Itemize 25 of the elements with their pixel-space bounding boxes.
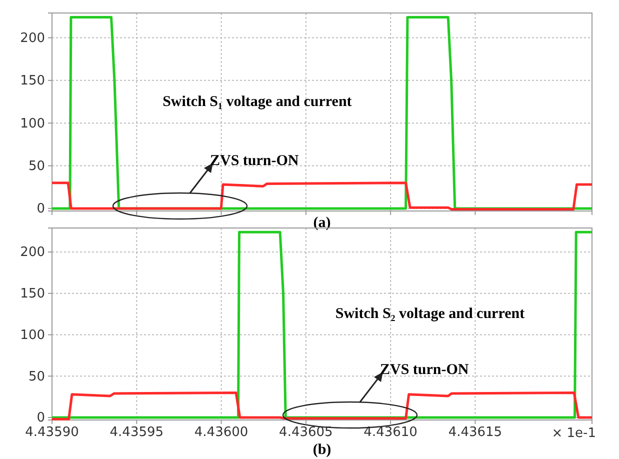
line-series [50,182,594,211]
annotation: ZVS turn-ON [380,362,469,378]
annotation: Switch S₁ voltage and current [162,94,352,110]
y-tick-label: 150 [20,286,45,302]
y-tick-label: 0 [36,202,45,217]
text: × 1e-1 [552,426,596,441]
y-tick-label: 150 [20,74,45,89]
y-tick-label: 50 [28,369,45,384]
x-tick-label: 4.43610 [364,425,418,440]
x-axis-title: (b) [312,442,332,458]
annotation: ZVS turn-ON [210,153,299,169]
y-tick-label: 0 [36,410,45,426]
line-series [50,391,594,420]
x-axis-title: (a) [313,215,331,231]
x-tick-label: 4.43600 [194,425,248,440]
x-tick-label: 4.43615 [448,425,502,440]
x-tick-label: 4.43595 [110,425,164,440]
y-tick-label: 100 [20,328,45,343]
y-tick-label: 200 [20,245,45,260]
annotation: Switch S₂ voltage and current [335,306,525,322]
y-tick-label: 100 [20,116,45,132]
y-tick-label: 200 [20,30,45,46]
x-tick-label: 4.43605 [279,425,333,440]
x-tick-label: 4.43590 [25,425,79,440]
y-tick-label: 50 [28,158,45,174]
